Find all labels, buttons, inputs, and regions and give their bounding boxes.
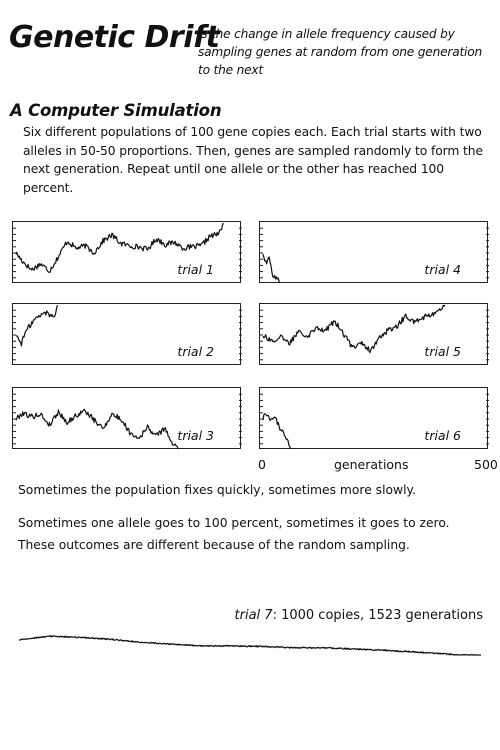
trial-2-label: trial 2 xyxy=(177,344,214,359)
x-axis-max-label: 500 xyxy=(474,457,498,472)
trial-1-chart: trial 1 xyxy=(12,221,241,283)
note-outcome-line-1: Sometimes one allele goes to 100 percent… xyxy=(18,516,450,530)
trial-6-chart: trial 6 xyxy=(259,387,488,449)
page-title: Genetic Drift xyxy=(9,20,219,55)
trial-5-label: trial 5 xyxy=(424,344,461,359)
note-outcome-line-2: These outcomes are different because of … xyxy=(18,538,410,552)
trial-1-label: trial 1 xyxy=(177,262,214,277)
note-fix-speed: Sometimes the population fixes quickly, … xyxy=(18,483,416,497)
trial-2-chart: trial 2 xyxy=(12,303,241,365)
trial-4-label: trial 4 xyxy=(424,262,461,277)
x-axis-min-label: 0 xyxy=(258,457,266,472)
series-line-trial-5 xyxy=(263,305,445,353)
series-line-trial-7 xyxy=(19,636,481,655)
definition-text: is the change in allele frequency caused… xyxy=(198,25,488,79)
series-line-trial-2 xyxy=(16,305,58,346)
trial-3-chart: trial 3 xyxy=(12,387,241,449)
series-line-trial-3 xyxy=(16,409,179,449)
trial-7-plot xyxy=(18,614,484,658)
series-line-trial-4 xyxy=(263,254,280,283)
trial-6-label: trial 6 xyxy=(424,428,461,443)
x-axis-label: generations xyxy=(334,457,409,472)
simulation-description: Six different populations of 100 gene co… xyxy=(23,123,493,197)
trial-4-chart: trial 4 xyxy=(259,221,488,283)
series-line-trial-6 xyxy=(263,414,291,449)
section-heading: A Computer Simulation xyxy=(10,101,221,120)
trial-5-chart: trial 5 xyxy=(259,303,488,365)
trial-3-label: trial 3 xyxy=(177,428,214,443)
